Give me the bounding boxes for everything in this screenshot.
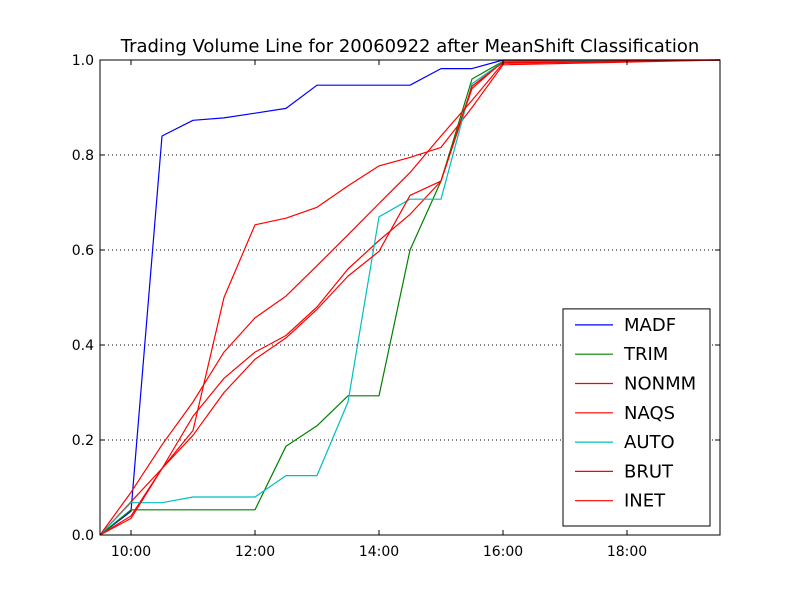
y-tick-label: 0.8: [72, 148, 94, 164]
series-line-inet: [99, 59, 721, 536]
y-tick-label: 0.2: [72, 433, 94, 449]
axis-ticks: 0.0 0.2 0.4 0.6 0.8 1.0 10:00 12:00 14:00 16:00 18…: [72, 53, 720, 560]
legend-label-nonmm: NONMM: [624, 374, 696, 395]
plot-frame: [99, 59, 721, 536]
legend: MADF TRIM NONMM NAQS AUTO BRUT INET: [562, 308, 711, 527]
series-line-madf: [99, 59, 720, 536]
legend-label-madf: MADF: [624, 315, 676, 336]
legend-label-naqs: NAQS: [624, 403, 675, 424]
legend-label-trim: TRIM: [623, 344, 668, 365]
y-tick-label: 0.4: [72, 338, 94, 354]
x-tick-label: 18:00: [607, 544, 647, 560]
legend-label-auto: AUTO: [624, 432, 675, 453]
chart-title: Trading Volume Line for 20060922 after M…: [120, 36, 700, 57]
x-tick-label: 14:00: [359, 544, 399, 560]
x-tick-label: 12:00: [235, 544, 275, 560]
y-tick-label: 0.6: [72, 243, 94, 259]
y-tick-label: 0.0: [72, 528, 94, 544]
legend-box: [562, 308, 711, 527]
legend-label-brut: BRUT: [624, 461, 674, 482]
series-line-auto: [99, 59, 721, 536]
x-tick-label: 10:00: [111, 544, 151, 560]
x-tick-label: 16:00: [483, 544, 523, 560]
y-tick-label: 1.0: [72, 53, 94, 69]
series-line-brut: [99, 59, 721, 536]
legend-label-inet: INET: [624, 491, 666, 512]
series-lines: [99, 59, 721, 536]
